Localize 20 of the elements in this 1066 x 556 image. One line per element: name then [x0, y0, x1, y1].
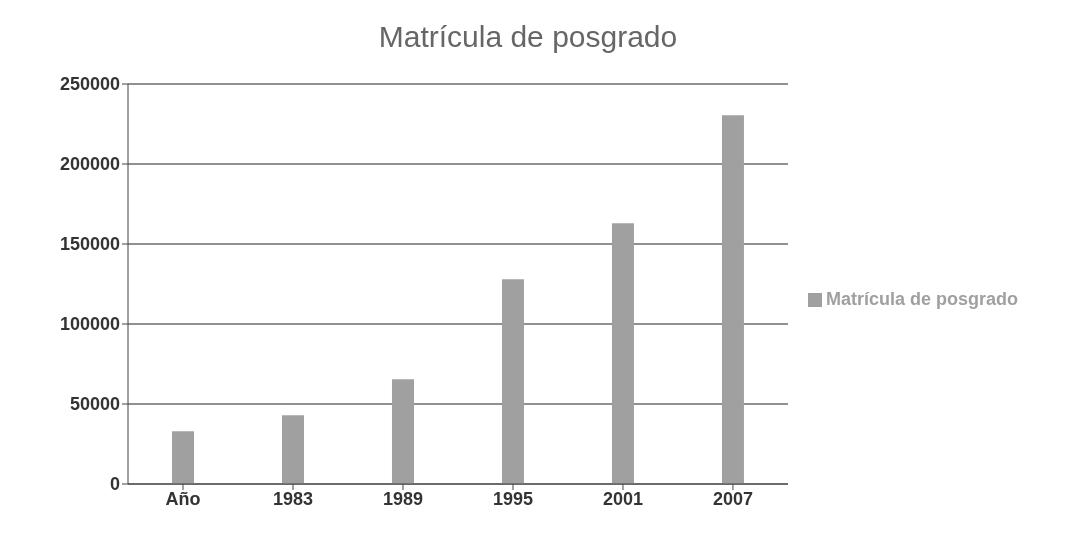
y-tick-label: 50000	[69, 394, 120, 415]
x-tick-label: Año	[165, 488, 201, 509]
bar	[501, 279, 524, 484]
bar	[172, 431, 194, 484]
y-tick-label: 250000	[59, 74, 120, 95]
legend-label: Matrícula de posgrado	[825, 288, 1018, 309]
bar	[391, 379, 414, 484]
bar	[611, 223, 634, 484]
x-tick-label: 1983	[272, 488, 314, 509]
x-tick-label: 1989	[382, 488, 423, 509]
y-tick-label: 0	[109, 474, 120, 495]
y-tick-label: 150000	[59, 234, 120, 255]
chart-title: Matrícula de posgrado	[377, 20, 679, 55]
bar	[721, 115, 744, 484]
x-tick-label: 2007	[712, 488, 753, 509]
x-tick-label: 2001	[602, 488, 643, 509]
bar	[281, 415, 304, 484]
y-tick-label: 100000	[59, 314, 120, 335]
y-tick-label: 200000	[59, 154, 120, 175]
x-tick-label: 1995	[492, 488, 533, 509]
